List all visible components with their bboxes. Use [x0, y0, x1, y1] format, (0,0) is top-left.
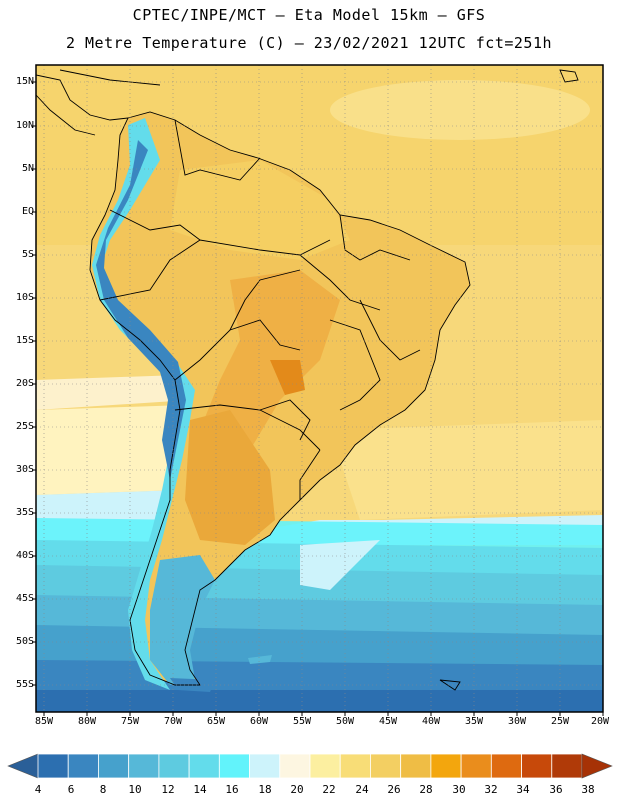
country-borders — [89, 111, 471, 686]
pacific-mild-band — [36, 375, 190, 410]
caribbean-islands — [439, 69, 579, 691]
lon-label: 40W — [421, 716, 441, 727]
colorbar-tick-label: 18 — [258, 783, 272, 796]
colorbar-swatch — [128, 753, 160, 779]
lat-label: 55S — [15, 679, 34, 690]
colorbar-tick-label: 36 — [549, 783, 563, 796]
lat-label: 50S — [15, 636, 34, 647]
amazon-mild-region — [170, 160, 350, 260]
colorbar-tick-label: 8 — [99, 783, 107, 796]
colorbar-tick-label: 16 — [225, 783, 239, 796]
lon-label: 60W — [249, 716, 269, 727]
colorbar-tick-label: 38 — [581, 783, 595, 796]
lon-label: 85W — [34, 716, 54, 727]
lat-label: 10N — [15, 120, 34, 131]
colorbar-swatch — [279, 753, 311, 779]
lon-label: 30W — [507, 716, 527, 727]
colorbar-swatch — [67, 753, 99, 779]
lon-label: 45W — [378, 716, 398, 727]
colorbar-swatch — [370, 753, 402, 779]
warm-patch-atlantic — [330, 80, 590, 140]
cold-current-patch — [300, 540, 380, 590]
graticule — [36, 65, 603, 712]
colorbar-tick-label: 28 — [419, 783, 433, 796]
chaco-hot-spot — [270, 360, 305, 395]
colorbar-swatch — [158, 753, 190, 779]
atlantic-warm-patch — [330, 420, 603, 520]
lat-label: 5S — [21, 249, 34, 260]
colorbar-tick-label: 26 — [387, 783, 401, 796]
lat-label: EQ — [21, 206, 34, 217]
colorbar-swatch — [400, 753, 432, 779]
colorbar-tick-label: 12 — [161, 783, 175, 796]
colorbar-swatch — [430, 753, 462, 779]
colorbar-tick-label: 4 — [34, 783, 42, 796]
colorbar-swatch — [37, 753, 69, 779]
lat-label: 40S — [15, 550, 34, 561]
patagonia-cool-region — [150, 555, 215, 685]
lat-label: 45S — [15, 593, 34, 604]
colorbar-tick-label: 34 — [516, 783, 530, 796]
lon-label: 75W — [120, 716, 140, 727]
colorbar-swatch — [521, 753, 553, 779]
lon-label: 55W — [292, 716, 312, 727]
colorbar-tick-label: 22 — [322, 783, 336, 796]
colorbar-tick-label: 32 — [484, 783, 498, 796]
map-frame — [35, 64, 604, 713]
lat-label: 15N — [15, 76, 34, 87]
colorbar-swatch — [188, 753, 220, 779]
colorbar-swatch — [551, 753, 583, 779]
colorbar-swatch — [98, 753, 130, 779]
lon-label: 65W — [206, 716, 226, 727]
colorbar-low-arrow — [7, 753, 39, 779]
lon-label: 80W — [77, 716, 97, 727]
colorbar-swatch — [339, 753, 371, 779]
lon-label: 25W — [550, 716, 570, 727]
colorbar-tick-label: 30 — [452, 783, 466, 796]
title-line-1: CPTEC/INPE/MCT – Eta Model 15km – GFS — [132, 6, 486, 24]
colorbar-swatch — [249, 753, 281, 779]
band-4-6 — [36, 690, 603, 712]
lon-label: 50W — [335, 716, 355, 727]
title-line-2: 2 Metre Temperature (C) – 23/02/2021 12U… — [65, 34, 553, 52]
colorbar-tick-label: 24 — [355, 783, 369, 796]
lon-label: 70W — [163, 716, 183, 727]
central-america-coast — [36, 69, 161, 136]
colorbar-swatch — [309, 753, 341, 779]
colorbar-swatch — [460, 753, 492, 779]
colorbar-tick-label: 14 — [193, 783, 207, 796]
lat-label: 10S — [15, 292, 34, 303]
colorbar-tick-label: 10 — [128, 783, 142, 796]
colorbar-swatch — [490, 753, 522, 779]
andes-snow-strip — [96, 140, 186, 480]
lat-label: 25S — [15, 421, 34, 432]
lat-label: 35S — [15, 507, 34, 518]
colorbar-high-arrow — [581, 753, 613, 779]
argentina-warm-region — [185, 410, 275, 545]
lon-label: 20W — [590, 716, 610, 727]
lon-label: 35W — [464, 716, 484, 727]
lat-label: 30S — [15, 464, 34, 475]
axis-ticks — [32, 81, 604, 716]
lat-label: 5N — [21, 163, 34, 174]
colorbar-tick-label: 6 — [67, 783, 75, 796]
colorbar-swatch — [218, 753, 250, 779]
temperature-field — [36, 65, 603, 712]
lat-label: 15S — [15, 335, 34, 346]
colorbar-tick-label: 20 — [290, 783, 304, 796]
pacific-warm-band — [36, 405, 185, 495]
falkland-islands — [248, 655, 272, 664]
colorbar — [7, 753, 613, 779]
lat-label: 20S — [15, 378, 34, 389]
